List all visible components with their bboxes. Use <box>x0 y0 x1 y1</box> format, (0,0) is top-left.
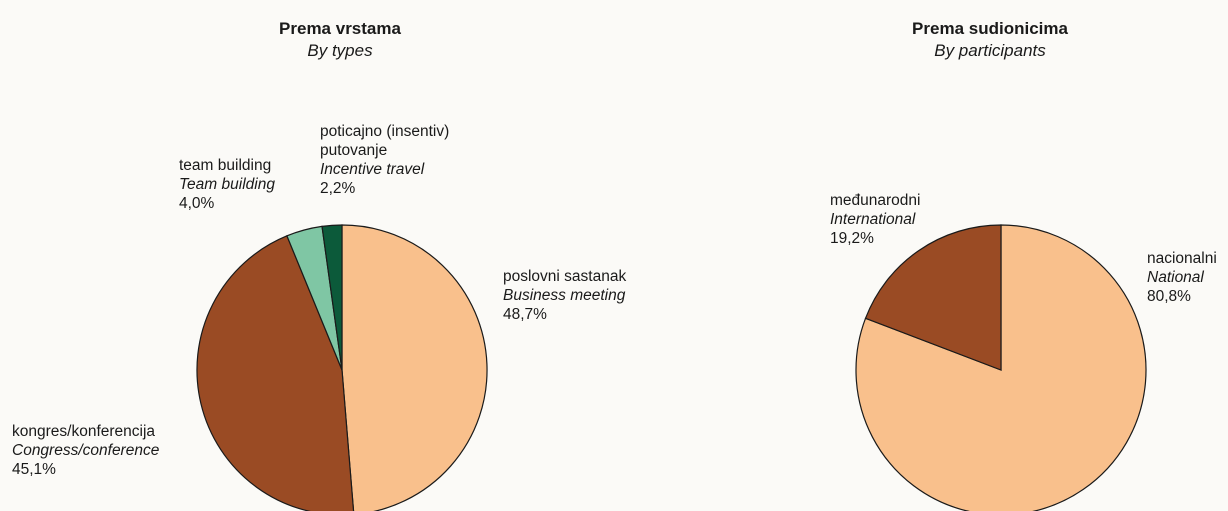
slice-label-business-meeting: poslovni sastanak Business meeting 48,7% <box>503 267 626 324</box>
slice-label-congress: kongres/konferencija Congress/conference… <box>12 422 159 479</box>
slice-label-hr: kongres/konferencija <box>12 423 156 440</box>
slice-label-en: Team building <box>179 176 275 193</box>
slice-value: 48,7% <box>503 306 547 323</box>
slice-label-team-building: team building Team building 4,0% <box>179 156 275 213</box>
chart-title-sub: By types <box>307 41 373 60</box>
pie-slice-congress-conference <box>196 235 355 511</box>
slice-label-en: National <box>1147 269 1204 286</box>
slice-value: 2,2% <box>320 180 356 197</box>
chart-title-participants: Prema sudionicima By participants <box>840 18 1140 62</box>
pie-slice-incentive-travel <box>321 224 343 371</box>
slice-label-national: nacionalni National 80,8% <box>1147 249 1217 306</box>
slice-value: 4,0% <box>179 195 215 212</box>
slice-label-en: Incentive travel <box>320 161 425 178</box>
slice-label-incentive-travel: poticajno (insentiv) putovanje Incentive… <box>320 122 449 198</box>
slice-label-hr: nacionalni <box>1147 250 1217 267</box>
slice-label-hr: međunarodni <box>830 192 921 209</box>
slice-label-en: Congress/conference <box>12 442 160 459</box>
slice-value: 45,1% <box>12 461 56 478</box>
slice-value: 19,2% <box>830 230 874 247</box>
slice-label-hr: team building <box>179 157 272 174</box>
slice-label-en: Business meeting <box>503 287 626 304</box>
slice-label-hr-line2: putovanje <box>320 142 388 159</box>
pie-by-participants <box>855 224 1147 511</box>
slice-value: 80,8% <box>1147 288 1191 305</box>
chart-title-main: Prema sudionicima <box>912 19 1068 38</box>
chart-title-types: Prema vrstama By types <box>190 18 490 62</box>
slice-label-international: međunarodni International 19,2% <box>830 191 920 248</box>
pie-slice-business-meeting <box>341 224 488 511</box>
pie-slice-international <box>864 224 1002 371</box>
slice-label-hr: poslovni sastanak <box>503 268 627 285</box>
slice-label-en: International <box>830 211 916 228</box>
chart-title-main: Prema vrstama <box>279 19 401 38</box>
chart-title-sub: By participants <box>934 41 1046 60</box>
slice-label-hr-line1: poticajno (insentiv) <box>320 123 450 140</box>
pie-by-types <box>196 224 488 511</box>
